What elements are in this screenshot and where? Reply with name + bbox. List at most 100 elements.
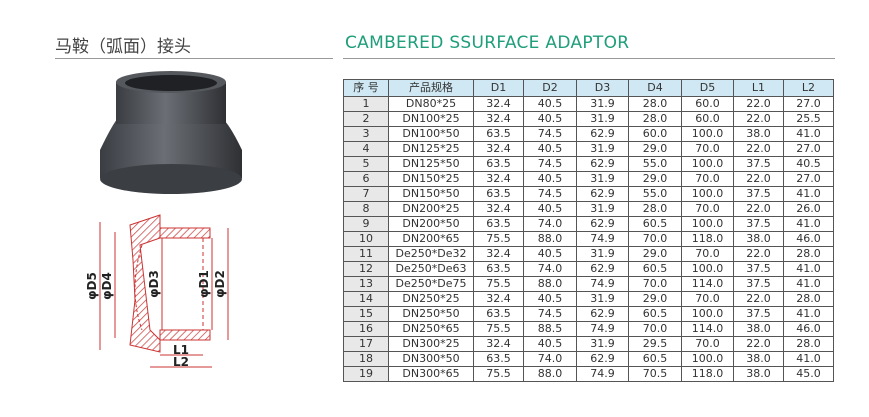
table-cell: 60.5 [628, 261, 682, 277]
table-cell: 40.5 [523, 201, 577, 217]
dimension-label: L2 [173, 355, 189, 369]
table-row: 5 DN125*50 63.5 74.5 62.9 55.0 100.0 37.5 40.5 [343, 156, 834, 172]
table-cell: 31.9 [576, 171, 629, 187]
table-cell: 74.5 [523, 186, 577, 202]
table-cell: 70.5 [628, 366, 682, 382]
table-cell: 8 [343, 201, 389, 217]
table-cell: DN200*65 [388, 231, 474, 247]
rule [343, 58, 835, 59]
column-header: L1 [733, 79, 784, 97]
table-row: 16 DN250*65 75.5 88.5 74.9 70.0 114.0 38.0 46.0 [343, 321, 834, 337]
table-cell: 38.0 [733, 351, 784, 367]
table-row: 1 DN80*25 32.4 40.5 31.9 28.0 60.0 22.0 27.0 [343, 96, 834, 112]
table-cell: 31.9 [576, 291, 629, 307]
table-cell: 32.4 [473, 171, 524, 187]
column-header: D4 [628, 79, 682, 97]
column-header: D3 [576, 79, 629, 97]
column-header: L2 [783, 79, 834, 97]
table-cell: DN125*50 [388, 156, 474, 172]
rule [55, 58, 333, 59]
table-cell: 29.5 [628, 336, 682, 352]
title-en: CAMBERED SSURFACE ADAPTOR [345, 33, 630, 53]
table-cell: 2 [343, 111, 389, 127]
dimension-label: φD5 [85, 272, 99, 300]
table-cell: 62.9 [576, 156, 629, 172]
table-cell: 70.0 [628, 321, 682, 337]
table-cell: 37.5 [733, 216, 784, 232]
table-cell: 28.0 [628, 111, 682, 127]
table-row: 3 DN100*50 63.5 74.5 62.9 60.0 100.0 38.0 41.0 [343, 126, 834, 142]
table-cell: 62.9 [576, 261, 629, 277]
table-cell: 32.4 [473, 96, 524, 112]
table-cell: 31.9 [576, 96, 629, 112]
table-cell: 28.0 [783, 336, 834, 352]
table-cell: 31.9 [576, 246, 629, 262]
table-cell: 22.0 [733, 291, 784, 307]
table-cell: 40.5 [783, 156, 834, 172]
table-cell: 29.0 [628, 141, 682, 157]
table-cell: 60.5 [628, 306, 682, 322]
table-cell: 70.0 [681, 201, 734, 217]
table-cell: 40.5 [523, 111, 577, 127]
dimension-label: φD4 [100, 272, 114, 300]
column-header: D5 [681, 79, 734, 97]
table-cell: 100.0 [681, 351, 734, 367]
table-cell: 62.9 [576, 306, 629, 322]
table-cell: 63.5 [473, 261, 524, 277]
dimension-label: L1 [173, 343, 189, 357]
table-cell: 29.0 [628, 246, 682, 262]
table-cell: 63.5 [473, 351, 524, 367]
table-cell: 70.0 [681, 246, 734, 262]
table-cell: 55.0 [628, 186, 682, 202]
table-cell: 40.5 [523, 291, 577, 307]
table-cell: 100.0 [681, 216, 734, 232]
table-cell: 25.5 [783, 111, 834, 127]
table-cell: 75.5 [473, 231, 524, 247]
table-cell: 28.0 [628, 201, 682, 217]
table-row: 9 DN200*50 63.5 74.0 62.9 60.5 100.0 37.5 41.0 [343, 216, 834, 232]
table-cell: 62.9 [576, 351, 629, 367]
table-cell: 41.0 [783, 276, 834, 292]
table-cell: DN200*25 [388, 201, 474, 217]
column-header: D2 [523, 79, 577, 97]
column-header: 序 号 [343, 79, 389, 97]
table-cell: 12 [343, 261, 389, 277]
table-cell: 45.0 [783, 366, 834, 382]
table-cell: 6 [343, 171, 389, 187]
table-cell: 70.0 [681, 336, 734, 352]
table-cell: De250*De63 [388, 261, 474, 277]
table-cell: 38.0 [733, 126, 784, 142]
table-cell: 55.0 [628, 156, 682, 172]
table-cell: 22.0 [733, 111, 784, 127]
table-cell: 38.0 [733, 231, 784, 247]
table-cell: 4 [343, 141, 389, 157]
table-cell: 26.0 [783, 201, 834, 217]
table-cell: 41.0 [783, 126, 834, 142]
table-cell: 32.4 [473, 336, 524, 352]
table-cell: 63.5 [473, 126, 524, 142]
table-cell: 60.0 [681, 96, 734, 112]
table-cell: 1 [343, 96, 389, 112]
table-cell: 41.0 [783, 261, 834, 277]
table-cell: 74.5 [523, 306, 577, 322]
table-cell: 19 [343, 366, 389, 382]
table-cell: DN200*50 [388, 216, 474, 232]
table-row: 15 DN250*50 63.5 74.5 62.9 60.5 100.0 37.5 41.0 [343, 306, 834, 322]
table-row: 19 DN300*65 75.5 88.0 74.9 70.5 118.0 38.0 45.0 [343, 366, 834, 382]
table-cell: 37.5 [733, 306, 784, 322]
table-cell: DN100*50 [388, 126, 474, 142]
table-row: 14 DN250*25 32.4 40.5 31.9 29.0 70.0 22.0 28.0 [343, 291, 834, 307]
table-cell: 63.5 [473, 216, 524, 232]
table-cell: DN300*50 [388, 351, 474, 367]
table-cell: 40.5 [523, 141, 577, 157]
table-row: 10 DN200*65 75.5 88.0 74.9 70.0 118.0 38.0 46.0 [343, 231, 834, 247]
table-cell: 22.0 [733, 336, 784, 352]
table-cell: 41.0 [783, 216, 834, 232]
table-cell: 63.5 [473, 306, 524, 322]
table-cell: 27.0 [783, 96, 834, 112]
table-cell: 32.4 [473, 141, 524, 157]
table-cell: 9 [343, 216, 389, 232]
column-header: 产品规格 [388, 79, 474, 97]
